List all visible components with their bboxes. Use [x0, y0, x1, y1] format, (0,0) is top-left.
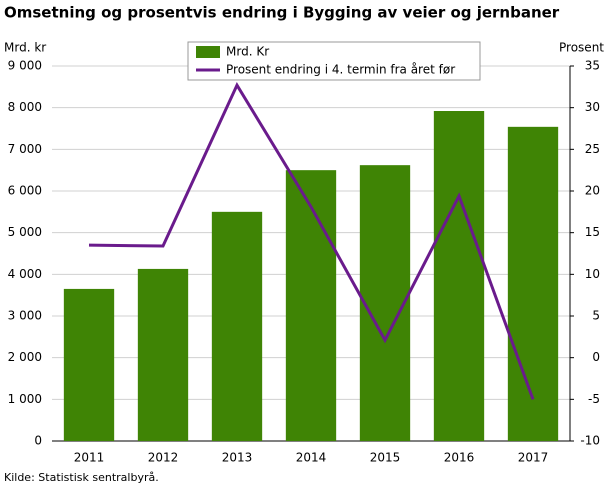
bar: [137, 268, 189, 441]
y2-tick-label: 15: [585, 225, 600, 239]
y-tick-label: 9 000: [8, 59, 42, 73]
y-tick-label: 7 000: [8, 142, 42, 156]
y-axis-label: Mrd. kr: [4, 41, 46, 55]
y2-tick-label: -10: [580, 434, 600, 448]
y2-tick-label: 30: [585, 100, 600, 114]
x-tick-label: 2015: [370, 451, 401, 465]
legend-box: [187, 41, 481, 81]
line: [88, 81, 535, 400]
y2-tick-label: 20: [585, 184, 600, 198]
y2-tick-label: 10: [585, 267, 600, 281]
legend-swatch: [196, 46, 220, 58]
y-tick-label: 5 000: [8, 225, 42, 239]
chart-title: Omsetning og prosentvis endring i Byggin…: [4, 4, 560, 22]
y-tick-label: 3 000: [8, 309, 42, 323]
bar: [211, 211, 263, 441]
x-tick-label: 2012: [148, 451, 179, 465]
y2-tick-label: 25: [585, 142, 600, 156]
y-tick-label: 4 000: [8, 267, 42, 281]
x-tick-label: 2011: [74, 451, 105, 465]
x-tick-label: 2014: [296, 451, 327, 465]
legend-label: Prosent endring i 4. termin fra året før: [226, 63, 455, 77]
bar: [433, 111, 485, 441]
bar: [285, 170, 337, 441]
x-tick-label: 2013: [222, 451, 253, 465]
y2-axis-label: Prosent: [559, 41, 604, 55]
bar: [507, 126, 559, 441]
y-tick-label: 2 000: [8, 350, 42, 364]
x-tick-label: 2017: [518, 451, 549, 465]
x-tick-label: 2016: [444, 451, 475, 465]
legend-label: Mrd. Kr: [226, 45, 269, 59]
y2-tick-label: -5: [588, 392, 600, 406]
y-tick-label: 0: [34, 434, 42, 448]
y2-tick-label: 5: [592, 309, 600, 323]
y2-tick-label: 0: [592, 350, 600, 364]
source: Kilde: Statistisk sentralbyrå.: [4, 471, 159, 484]
y2-tick-label: 35: [585, 59, 600, 73]
bar: [63, 288, 115, 441]
y-tick-label: 6 000: [8, 184, 42, 198]
bar: [359, 165, 411, 441]
y-tick-label: 1 000: [8, 392, 42, 406]
y-tick-label: 8 000: [8, 100, 42, 114]
